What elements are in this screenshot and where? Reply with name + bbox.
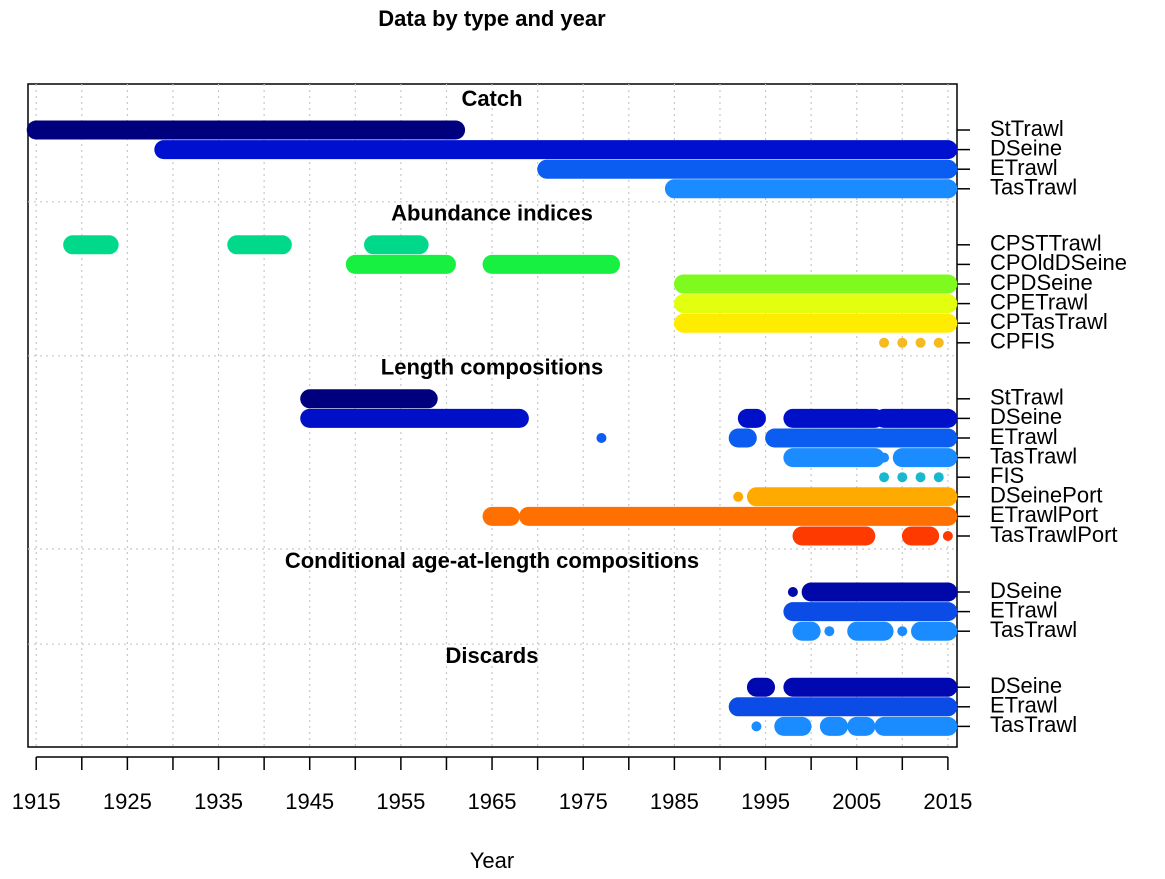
y-tick-label: DSeinePort [990,483,1103,508]
y-tick-label: ETrawl [990,597,1058,622]
data-point [596,433,607,443]
y-tick-label: CPETrawl [990,289,1088,314]
y-tick-label: TasTrawl [990,443,1077,468]
y-tick-label: ETrawl [990,155,1058,180]
y-tick-label: CPDSeine [990,270,1093,295]
x-tick-label: 1945 [285,789,334,814]
x-tick-label: 1955 [376,789,425,814]
data-point [879,452,890,463]
data-point [897,626,908,637]
y-tick-label: StTrawl [990,116,1064,141]
data-point [824,626,835,637]
x-tick-label: 1965 [468,789,517,814]
y-tick-label: DSeine [990,578,1062,603]
x-tick-label: 2005 [832,789,881,814]
y-tick-label: CPTasTrawl [990,309,1108,334]
data-point [933,472,944,483]
data-point [942,531,953,541]
group-header: Catch [461,86,522,111]
y-tick-label: CPFIS [990,329,1055,354]
y-tick-label: ETrawl [990,424,1058,449]
data-point [879,472,890,483]
y-tick-label: TasTrawl [990,175,1077,200]
group-header: Abundance indices [391,201,593,226]
data-point [733,491,744,502]
y-tick-label: CPSTTrawl [990,231,1102,256]
y-tick-label: FIS [990,463,1024,488]
x-tick-label: 1995 [741,789,790,814]
y-tick-label: StTrawl [990,385,1064,410]
data-point [933,337,944,348]
data-point [751,721,762,732]
x-tick-label: 1925 [103,789,152,814]
chart-title: Data by type and year [378,6,606,31]
y-tick-label: CPOldDSeine [990,250,1127,275]
data-point [897,472,908,483]
y-tick-label: TasTrawl [990,617,1077,642]
x-tick-label: 1915 [12,789,61,814]
y-tick-label: ETrawl [990,693,1058,718]
data-point [787,587,798,597]
x-axis-label: Year [470,848,514,873]
group-header: Conditional age-at-length compositions [285,548,699,573]
y-tick-label: DSeine [990,673,1062,698]
data-point [915,337,926,348]
data-point [879,337,890,348]
y-tick-label: TasTrawlPort [990,522,1118,547]
y-tick-label: DSeine [990,404,1062,429]
y-tick-label: TasTrawl [990,712,1077,737]
x-tick-label: 2015 [923,789,972,814]
data-point [915,472,926,483]
group-header: Discards [446,643,539,668]
x-tick-label: 1935 [194,789,243,814]
x-tick-label: 1985 [650,789,699,814]
y-tick-label: DSeine [990,135,1062,160]
group-header: Length compositions [381,355,603,380]
x-tick-label: 1975 [559,789,608,814]
data-point [897,337,908,348]
y-tick-label: ETrawlPort [990,502,1098,527]
